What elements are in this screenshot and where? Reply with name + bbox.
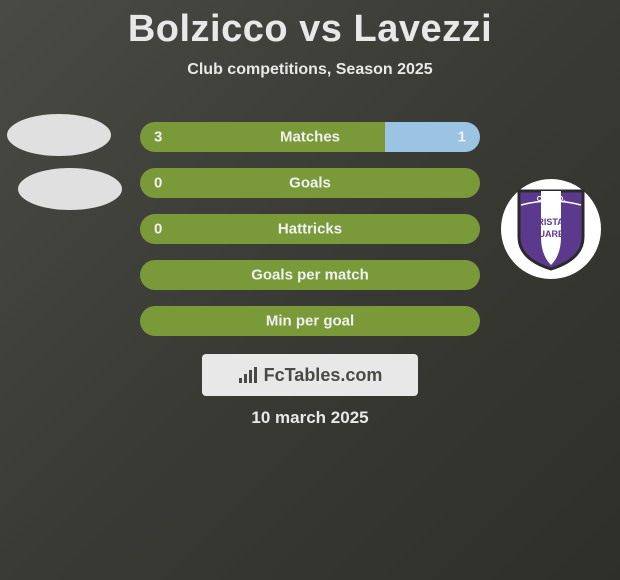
svg-text:SUAREZ: SUAREZ — [532, 229, 570, 239]
branding-badge: FcTables.com — [202, 354, 418, 396]
stats-bars: 3 Matches 1 0 Goals 0 Hattricks Goals pe… — [140, 122, 480, 352]
chart-icon — [238, 366, 258, 384]
stat-row-goals-per-match: Goals per match — [140, 260, 480, 290]
svg-text:C.S. y D.: C.S. y D. — [537, 196, 565, 203]
stat-value-left: 3 — [154, 129, 162, 146]
stat-label: Min per goal — [266, 313, 354, 330]
stat-value-left: 0 — [154, 175, 162, 192]
stat-row-matches: 3 Matches 1 — [140, 122, 480, 152]
stat-label: Goals per match — [251, 267, 369, 284]
player-avatar-2 — [18, 168, 122, 210]
stat-label: Hattricks — [278, 221, 342, 238]
date-label: 10 march 2025 — [251, 408, 368, 428]
bar-left — [140, 122, 385, 152]
stat-row-hattricks: 0 Hattricks — [140, 214, 480, 244]
page-title: Bolzicco vs Lavezzi — [0, 0, 620, 51]
stat-value-left: 0 — [154, 221, 162, 238]
stat-row-min-per-goal: Min per goal — [140, 306, 480, 336]
stat-label: Matches — [280, 129, 340, 146]
stat-label: Goals — [289, 175, 331, 192]
shield-icon: C.S. y D. TRISTAN SUAREZ — [515, 187, 587, 271]
team-badge: C.S. y D. TRISTAN SUAREZ — [501, 179, 601, 279]
svg-text:TRISTAN: TRISTAN — [532, 217, 570, 227]
subtitle: Club competitions, Season 2025 — [0, 61, 620, 79]
branding-text: FcTables.com — [264, 365, 383, 386]
player-avatar-1 — [7, 114, 111, 156]
stat-row-goals: 0 Goals — [140, 168, 480, 198]
stat-value-right: 1 — [458, 129, 466, 146]
